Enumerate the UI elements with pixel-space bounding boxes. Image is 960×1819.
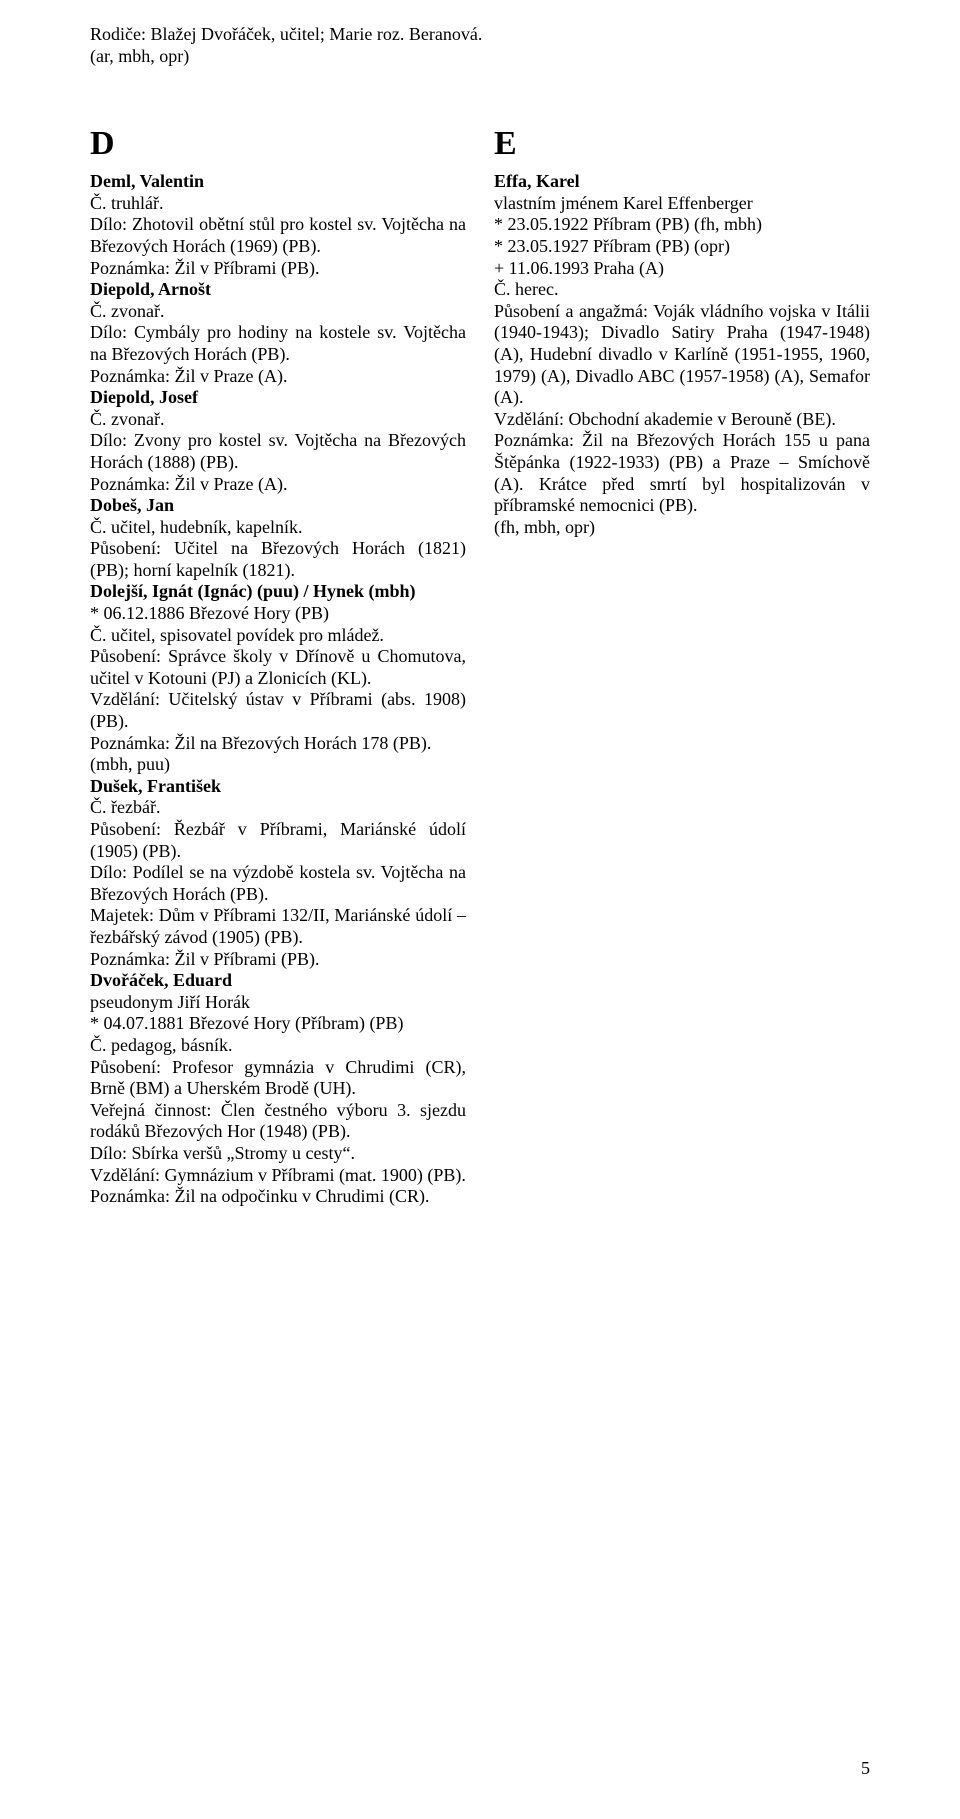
entry-line: Dílo: Zhotovil obětní stůl pro kostel sv… [90,214,466,257]
entry-head: Diepold, Josef [90,387,466,409]
entry-line: Poznámka: Žil v Praze (A). [90,366,466,388]
entry-dobes-jan: Dobeš, Jan Č. učitel, hudebník, kapelník… [90,495,466,581]
right-column: E Effa, Karel vlastním jménem Karel Effe… [494,127,870,1208]
entry-line: Poznámka: Žil v Příbrami (PB). [90,258,466,280]
entry-line: Č. zvonař. [90,409,466,431]
entry-line: Vzdělání: Obchodní akademie v Berouně (B… [494,409,870,431]
entry-line: Č. učitel, spisovatel povídek pro mládež… [90,625,466,647]
entry-line: Dílo: Podílel se na výzdobě kostela sv. … [90,862,466,905]
section-letter-d: D [90,127,466,161]
entry-diepold-arnost: Diepold, Arnošt Č. zvonař. Dílo: Cymbály… [90,279,466,387]
entry-line: Poznámka: Žil v Praze (A). [90,474,466,496]
columns: D Deml, Valentin Č. truhlář. Dílo: Zhoto… [90,127,870,1208]
entry-head: Dušek, František [90,776,466,798]
left-column: D Deml, Valentin Č. truhlář. Dílo: Zhoto… [90,127,466,1208]
entry-line: Č. herec. [494,279,870,301]
entry-line: Vzdělání: Učitelský ústav v Příbrami (ab… [90,689,466,732]
entry-line: Č. řezbář. [90,797,466,819]
entry-line: Působení: Řezbář v Příbrami, Mariánské ú… [90,819,466,862]
entry-line: pseudonym Jiří Horák [90,992,466,1014]
entry-head: Dobeš, Jan [90,495,466,517]
entry-line: Působení a angažmá: Voják vládního vojsk… [494,301,870,409]
entry-dolejsi-ignat: Dolejší, Ignát (Ignác) (puu) / Hynek (mb… [90,581,466,775]
entry-line: Působení: Správce školy v Dřínově u Chom… [90,646,466,689]
section-letter-e: E [494,127,870,161]
header-block: Rodiče: Blažej Dvořáček, učitel; Marie r… [90,24,870,67]
entry-line: Č. truhlář. [90,193,466,215]
entry-line: Dílo: Sbírka veršů „Stromy u cesty“. [90,1143,466,1165]
entry-line: * 23.05.1922 Příbram (PB) (fh, mbh) [494,214,870,236]
entry-line: (fh, mbh, opr) [494,517,870,539]
entry-line: Č. zvonař. [90,301,466,323]
entry-line: + 11.06.1993 Praha (A) [494,258,870,280]
header-line-2: (ar, mbh, opr) [90,46,870,68]
entry-line: * 23.05.1927 Příbram (PB) (opr) [494,236,870,258]
entry-line: Dílo: Zvony pro kostel sv. Vojtěcha na B… [90,430,466,473]
entry-head: Effa, Karel [494,171,870,193]
entry-diepold-josef: Diepold, Josef Č. zvonař. Dílo: Zvony pr… [90,387,466,495]
entry-line: Poznámka: Žil na Březových Horách 178 (P… [90,733,466,755]
entry-line: Veřejná činnost: Člen čestného výboru 3.… [90,1100,466,1143]
entry-head: Dvořáček, Eduard [90,970,466,992]
entry-line: vlastním jménem Karel Effenberger [494,193,870,215]
entry-head: Dolejší, Ignát (Ignác) (puu) / Hynek (mb… [90,581,466,603]
entry-line: Vzdělání: Gymnázium v Příbrami (mat. 190… [90,1165,466,1187]
entry-line: Dílo: Cymbály pro hodiny na kostele sv. … [90,322,466,365]
entry-line: Působení: Učitel na Březových Horách (18… [90,538,466,581]
entry-line: (mbh, puu) [90,754,466,776]
entry-line: Poznámka: Žil na odpočinku v Chrudimi (C… [90,1186,466,1208]
entry-line: Č. pedagog, básník. [90,1035,466,1057]
entry-line: Poznámka: Žil v Příbrami (PB). [90,949,466,971]
entry-dusek-frantisek: Dušek, František Č. řezbář. Působení: Ře… [90,776,466,970]
entry-line: * 04.07.1881 Březové Hory (Příbram) (PB) [90,1013,466,1035]
entry-deml-valentin: Deml, Valentin Č. truhlář. Dílo: Zhotovi… [90,171,466,279]
entry-head: Diepold, Arnošt [90,279,466,301]
entry-line: * 06.12.1886 Březové Hory (PB) [90,603,466,625]
header-line-1: Rodiče: Blažej Dvořáček, učitel; Marie r… [90,24,870,46]
entry-line: Působení: Profesor gymnázia v Chrudimi (… [90,1057,466,1100]
entry-dvoracek-eduard: Dvořáček, Eduard pseudonym Jiří Horák * … [90,970,466,1208]
entry-line: Č. učitel, hudebník, kapelník. [90,517,466,539]
page-number: 5 [90,1758,870,1780]
entry-line: Poznámka: Žil na Březových Horách 155 u … [494,430,870,516]
entry-effa-karel: Effa, Karel vlastním jménem Karel Effenb… [494,171,870,538]
entry-line: Majetek: Dům v Příbrami 132/II, Mariánsk… [90,905,466,948]
entry-head: Deml, Valentin [90,171,466,193]
